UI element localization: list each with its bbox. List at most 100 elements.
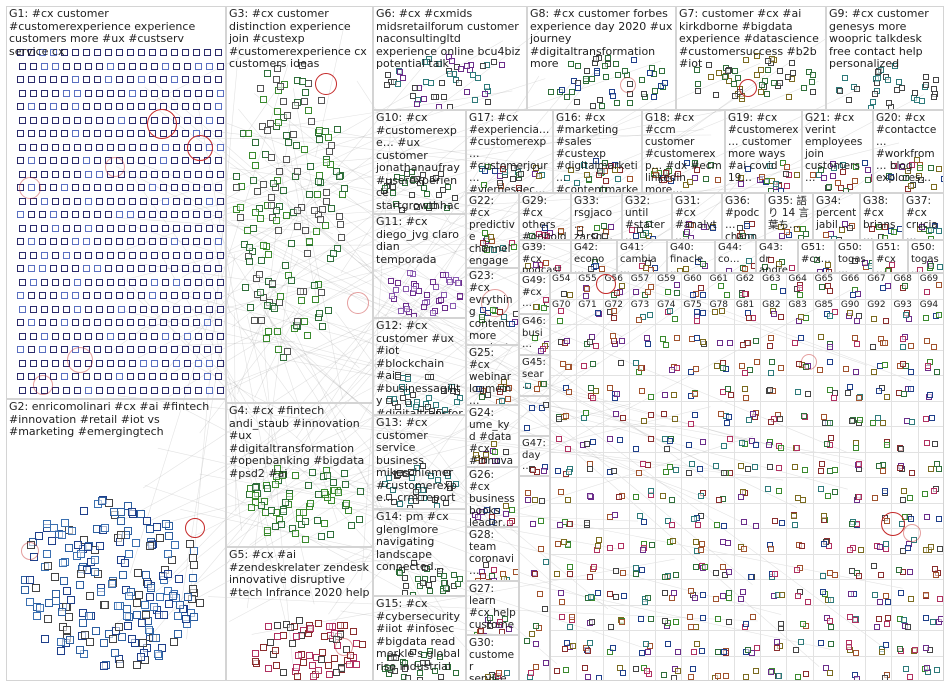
- node[interactable]: [43, 615, 52, 624]
- node[interactable]: [315, 667, 323, 675]
- node[interactable]: [850, 291, 857, 298]
- node[interactable]: [162, 224, 169, 232]
- node[interactable]: [85, 224, 92, 232]
- node[interactable]: [660, 493, 667, 500]
- minor-group-cell[interactable]: [892, 580, 919, 606]
- node[interactable]: [725, 77, 732, 84]
- node[interactable]: [206, 332, 213, 340]
- node[interactable]: [299, 77, 307, 85]
- node[interactable]: [408, 474, 415, 481]
- node[interactable]: [182, 615, 191, 624]
- node[interactable]: [841, 75, 848, 82]
- node[interactable]: [125, 591, 134, 600]
- node[interactable]: [173, 278, 180, 286]
- node[interactable]: [40, 634, 49, 643]
- node[interactable]: [797, 292, 804, 299]
- node[interactable]: [116, 238, 123, 245]
- node[interactable]: [260, 95, 268, 103]
- node[interactable]: [554, 540, 561, 547]
- node[interactable]: [74, 143, 81, 151]
- node[interactable]: [272, 662, 280, 670]
- node[interactable]: [591, 563, 598, 570]
- node[interactable]: [30, 359, 37, 367]
- node[interactable]: [39, 103, 46, 110]
- node[interactable]: [274, 622, 282, 630]
- node[interactable]: [907, 369, 914, 376]
- node[interactable]: [279, 508, 287, 516]
- node[interactable]: [173, 251, 180, 259]
- node[interactable]: [52, 251, 59, 259]
- node[interactable]: [333, 168, 341, 176]
- node[interactable]: [85, 278, 92, 286]
- node[interactable]: [293, 663, 301, 671]
- node[interactable]: [607, 624, 614, 630]
- node[interactable]: [490, 58, 497, 65]
- node[interactable]: [749, 410, 756, 417]
- group-g45[interactable]: G45: sear…: [519, 355, 550, 396]
- node[interactable]: [432, 284, 439, 291]
- node[interactable]: [661, 391, 668, 398]
- node[interactable]: [644, 288, 651, 295]
- node[interactable]: [274, 346, 282, 354]
- node[interactable]: [484, 83, 491, 90]
- node[interactable]: [171, 540, 180, 549]
- node[interactable]: [305, 651, 313, 659]
- node[interactable]: [720, 364, 727, 371]
- node[interactable]: [149, 265, 156, 272]
- node[interactable]: [857, 416, 864, 423]
- node[interactable]: [251, 208, 259, 216]
- node[interactable]: [292, 530, 300, 538]
- node[interactable]: [924, 288, 931, 295]
- node[interactable]: [901, 282, 908, 289]
- node[interactable]: [107, 386, 114, 394]
- node[interactable]: [797, 639, 804, 646]
- node[interactable]: [318, 533, 326, 541]
- group-g27[interactable]: G27: learn #cx help custome…: [466, 581, 519, 635]
- node[interactable]: [83, 211, 90, 218]
- node[interactable]: [263, 126, 271, 134]
- node[interactable]: [184, 224, 191, 232]
- node[interactable]: [264, 301, 272, 309]
- node[interactable]: [164, 586, 173, 595]
- node[interactable]: [315, 491, 323, 499]
- node[interactable]: [151, 197, 158, 205]
- node[interactable]: [91, 567, 100, 576]
- node[interactable]: [30, 116, 37, 124]
- node[interactable]: [673, 289, 680, 296]
- node[interactable]: [606, 436, 613, 443]
- node[interactable]: [847, 547, 854, 554]
- node[interactable]: [791, 512, 798, 519]
- node[interactable]: [41, 224, 48, 232]
- node[interactable]: [602, 73, 609, 80]
- node[interactable]: [555, 415, 562, 422]
- node[interactable]: [96, 359, 103, 367]
- node[interactable]: [333, 126, 341, 134]
- node[interactable]: [264, 665, 272, 673]
- node[interactable]: [50, 157, 57, 164]
- node[interactable]: [898, 589, 904, 596]
- node[interactable]: [633, 288, 640, 295]
- node[interactable]: [404, 375, 411, 382]
- minor-group-cell[interactable]: [603, 350, 630, 376]
- node[interactable]: [83, 157, 90, 164]
- node[interactable]: [567, 564, 574, 571]
- node[interactable]: [58, 559, 67, 568]
- node[interactable]: [341, 185, 349, 193]
- node[interactable]: [204, 103, 211, 110]
- node[interactable]: [264, 485, 272, 493]
- node[interactable]: [182, 184, 189, 191]
- node[interactable]: [724, 68, 731, 75]
- node[interactable]: [895, 78, 902, 85]
- node[interactable]: [449, 303, 456, 310]
- node[interactable]: [934, 667, 941, 674]
- node[interactable]: [640, 518, 647, 525]
- node[interactable]: [133, 599, 142, 608]
- node[interactable]: [50, 184, 57, 191]
- node[interactable]: [881, 488, 888, 494]
- node[interactable]: [404, 675, 411, 680]
- node[interactable]: [599, 102, 606, 109]
- node[interactable]: [617, 542, 624, 549]
- node[interactable]: [882, 675, 889, 680]
- node[interactable]: [300, 98, 308, 106]
- node[interactable]: [39, 211, 46, 218]
